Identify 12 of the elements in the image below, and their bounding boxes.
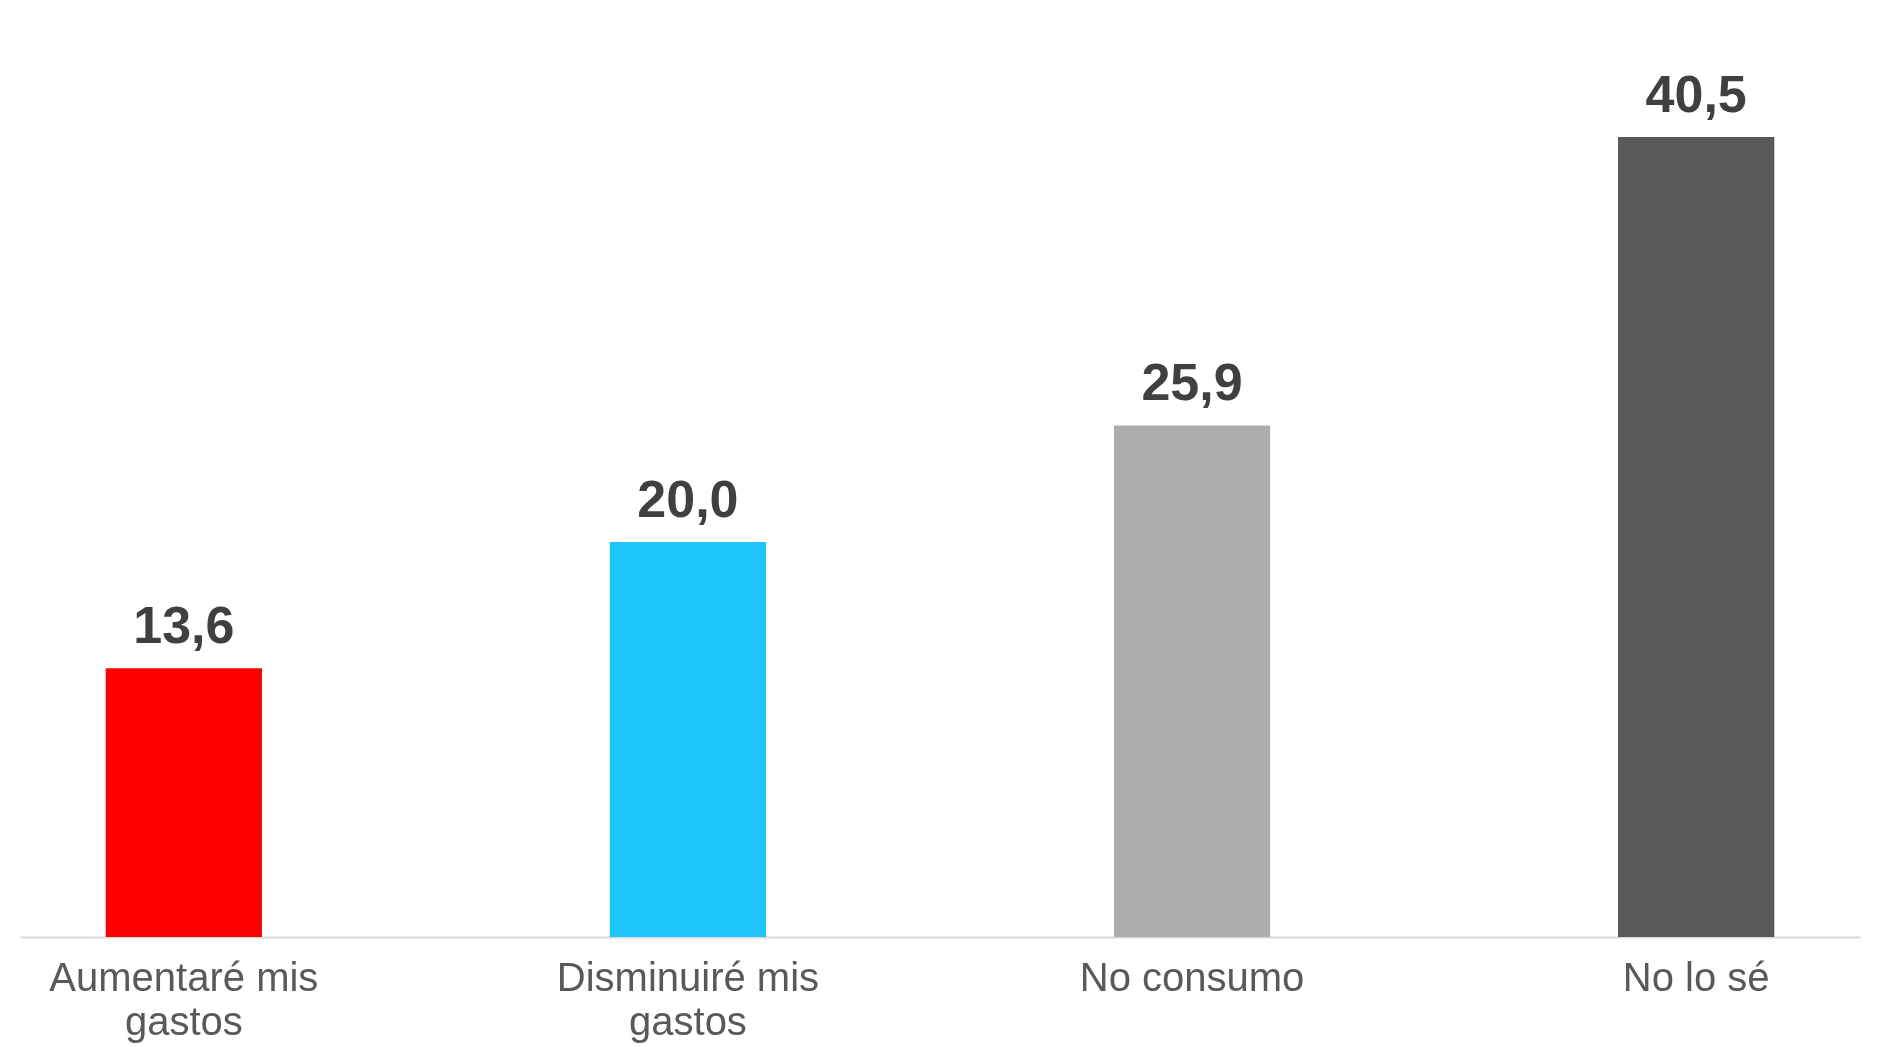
x-tick-label: Disminuiré mis gastos: [556, 955, 820, 1043]
data-label: 40,5: [1645, 65, 1747, 123]
bar: [1113, 425, 1271, 937]
x-tick-label: No lo sé: [1622, 955, 1770, 999]
data-label: 13,6: [133, 596, 235, 655]
bar: [1618, 137, 1775, 937]
data-label: 20,0: [637, 469, 739, 528]
bar: [105, 668, 262, 937]
x-tick-label: No consumo: [1079, 955, 1305, 999]
bar: [609, 541, 767, 937]
x-tick-label: Aumentaré mis gastos: [49, 955, 319, 1043]
data-label: 25,9: [1141, 353, 1243, 412]
